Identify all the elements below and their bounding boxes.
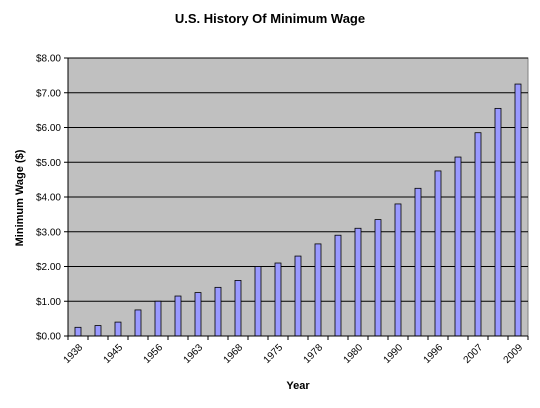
y-tick-label: $5.00 <box>36 158 61 169</box>
bar <box>374 219 382 337</box>
chart-title: U.S. History Of Minimum Wage <box>175 11 365 26</box>
bar <box>174 295 182 337</box>
bar <box>394 203 402 337</box>
bar <box>314 243 322 337</box>
bar <box>154 300 162 337</box>
y-tick-label: $6.00 <box>36 123 61 134</box>
bar <box>234 279 242 337</box>
bar <box>434 170 442 337</box>
y-tick-labels: $0.00 $1.00 $2.00 $3.00 $4.00 $5.00 $6.00 $7.00… <box>36 54 61 343</box>
bar <box>514 83 522 337</box>
bar <box>194 292 202 337</box>
bar <box>474 132 482 337</box>
bar <box>454 156 462 337</box>
bar <box>414 187 422 337</box>
bar <box>134 309 142 337</box>
bar <box>354 227 362 337</box>
y-tick-label: $1.00 <box>36 297 61 308</box>
bar <box>74 326 82 337</box>
gridlines <box>64 57 528 337</box>
y-tick-label: $7.00 <box>36 88 61 99</box>
bars <box>74 83 522 337</box>
bar <box>214 286 222 337</box>
bar <box>114 321 122 337</box>
bar <box>334 234 342 337</box>
y-tick-label: $2.00 <box>36 262 61 273</box>
bar <box>494 107 502 337</box>
y-tick-label: $3.00 <box>36 227 61 238</box>
y-tick-label: $0.00 <box>36 332 61 343</box>
y-tick-label: $8.00 <box>36 54 61 65</box>
bar <box>294 255 302 337</box>
x-axis-title: Year <box>286 380 310 392</box>
y-axis-title: Minimum Wage ($) <box>14 149 26 246</box>
y-tick-label: $4.00 <box>36 193 61 204</box>
bar <box>94 325 102 337</box>
bar <box>254 266 262 337</box>
bar <box>274 262 282 337</box>
